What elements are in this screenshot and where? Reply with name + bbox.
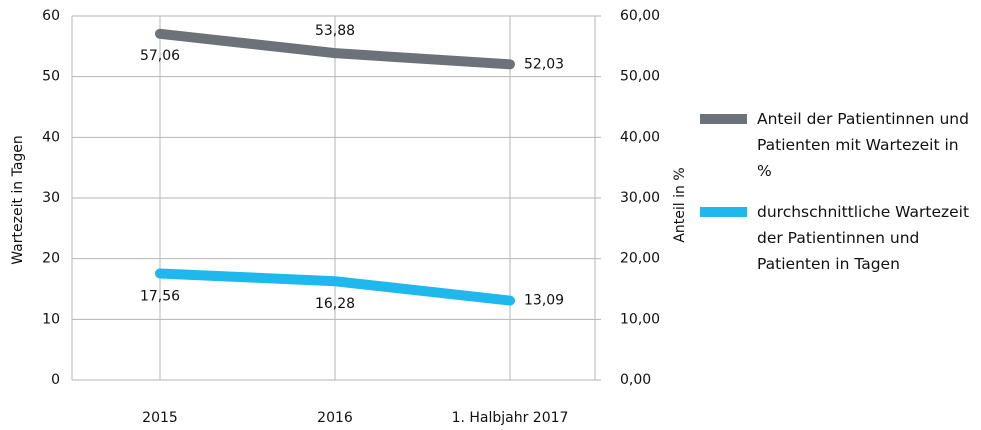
y-tick-label: 20 [42,251,60,267]
x-tick-label: 2016 [317,410,353,426]
legend-swatch [700,114,747,124]
y2-tick-label: 0,00 [620,372,651,388]
data-label: 16,28 [315,296,355,312]
series-line [155,28,515,70]
x-tick-label: 2015 [142,410,178,426]
y-tick-label: 50 [42,69,60,85]
data-label: 13,09 [524,293,564,309]
y2-axis-label: Anteil in % [672,167,688,242]
y-tick-label: 40 [42,129,60,145]
legend-swatch [700,207,747,217]
y2-tick-label: 20,00 [620,251,660,267]
y-tick-label: 60 [42,8,60,24]
y2-tick-label: 10,00 [620,311,660,327]
data-label: 53,88 [315,23,355,39]
y-tick-label: 0 [51,372,60,388]
x-tick-label: 1. Halbjahr 2017 [452,410,569,426]
legend-label: Anteil der Patientinnen und Patienten mi… [757,110,969,180]
y2-tick-label: 30,00 [620,190,660,206]
series-line [155,268,515,306]
y-tick-label: 30 [42,190,60,206]
y-tick-label: 10 [42,311,60,327]
legend-label: durchschnittliche Wartezeit der Patienti… [757,203,970,273]
data-label: 52,03 [524,56,564,72]
data-label: 57,06 [140,48,180,64]
y2-tick-label: 50,00 [620,69,660,85]
y-axis-label: Wartezeit in Tagen [10,135,26,265]
y2-tick-label: 60,00 [620,8,660,24]
y2-tick-label: 40,00 [620,129,660,145]
data-label: 17,56 [140,288,180,304]
